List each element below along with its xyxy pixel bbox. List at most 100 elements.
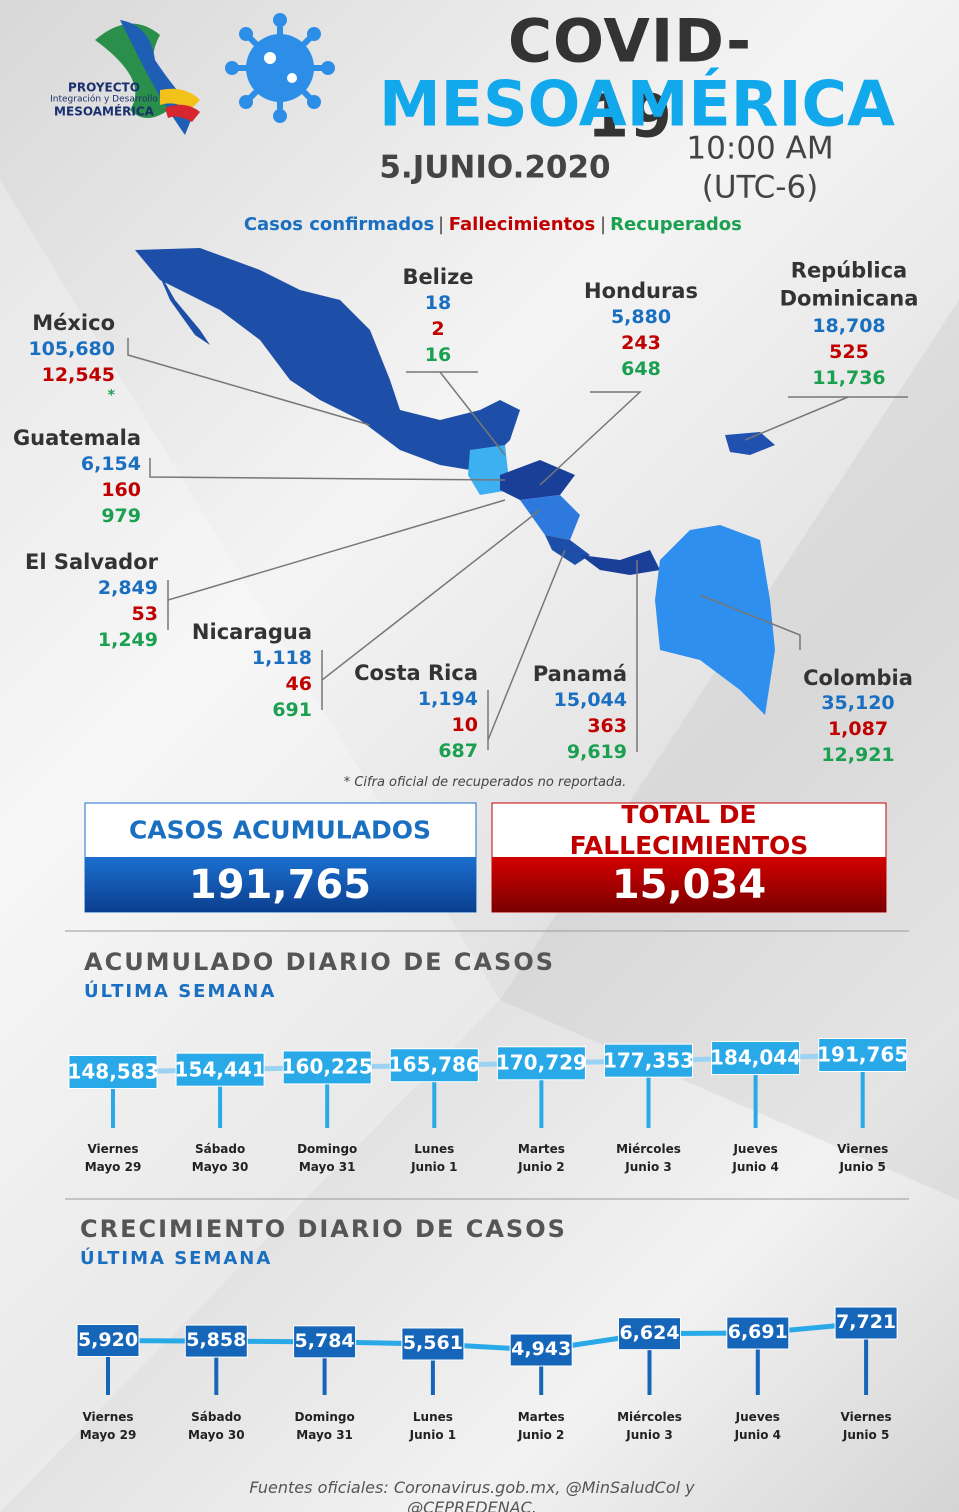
point-box — [509, 1333, 573, 1367]
x-label: Jueves Junio 4 — [734, 1410, 782, 1442]
x-label: Sábado Mayo 30 — [187, 1410, 245, 1442]
x-label: Martes Junio 2 — [517, 1142, 565, 1174]
country-name: Guatemala — [12, 425, 141, 450]
deaths: 2 — [431, 318, 445, 341]
value-label: 184,044 — [710, 1045, 802, 1070]
chart-title: ACUMULADO DIARIO DE CASOS — [84, 948, 556, 976]
country-name: Colombia — [803, 665, 913, 690]
confirmed: 105,680 — [28, 338, 115, 361]
point-box — [618, 1317, 681, 1351]
point-box — [496, 1046, 586, 1081]
point-box — [834, 1306, 898, 1340]
country-name: Honduras — [584, 278, 698, 303]
map-honduras — [500, 460, 575, 500]
value-label: 6,624 — [619, 1321, 680, 1344]
legend-separator: | — [437, 213, 445, 235]
x-label: Jueves Junio 4 — [732, 1142, 779, 1174]
recovered: 648 — [621, 358, 661, 381]
confirmed: 2,849 — [97, 577, 158, 600]
country-name: República Dominicana — [779, 258, 919, 311]
map-mexico — [135, 248, 520, 470]
deaths: 160 — [101, 479, 141, 502]
logo-shape — [160, 88, 200, 110]
chart-subtitle: ÚLTIMA SEMANA — [80, 1247, 273, 1269]
country-name: Belize — [402, 264, 474, 289]
point-box — [711, 1041, 801, 1076]
legend-separator: | — [599, 213, 607, 235]
value-label: 191,765 — [817, 1042, 909, 1067]
subtitle: MESOAMÉRICA — [378, 67, 896, 141]
deaths: 243 — [621, 332, 661, 355]
x-label: Miércoles Junio 3 — [616, 1142, 681, 1174]
total-label: TOTAL DE FALLECIMIENTOS — [569, 799, 809, 860]
country-name: Nicaragua — [191, 619, 312, 644]
value-label: 165,786 — [388, 1052, 480, 1077]
x-label: Lunes Junio 1 — [411, 1142, 458, 1174]
confirmed: 1,118 — [251, 647, 312, 670]
value-label: 170,729 — [495, 1050, 587, 1075]
logo-text: Integración y Desarrollo — [50, 94, 158, 105]
value-label: 6,691 — [727, 1321, 788, 1344]
country-name: Panamá — [532, 661, 627, 686]
point-box — [401, 1327, 465, 1361]
deaths: 1,087 — [827, 718, 889, 741]
value-label: 5,784 — [294, 1329, 355, 1352]
map-costa-rica — [545, 535, 590, 565]
point-box — [175, 1052, 265, 1087]
x-label: Martes Junio 2 — [517, 1410, 565, 1442]
bg-shape — [500, 300, 959, 1200]
recovered: 9,619 — [566, 741, 627, 764]
confirmed: 1,194 — [417, 688, 478, 711]
value-label: 148,583 — [67, 1059, 159, 1084]
point-box — [76, 1324, 140, 1358]
x-label: Viernes Junio 5 — [840, 1410, 892, 1442]
leader-lines — [127, 338, 908, 752]
point-box — [604, 1043, 693, 1078]
recovered: 691 — [272, 699, 312, 722]
legend-item: Recuperados — [610, 213, 742, 235]
point-box — [818, 1038, 908, 1072]
point-box — [726, 1316, 790, 1350]
total-value-box — [85, 857, 476, 912]
recovered: 979 — [101, 505, 141, 528]
note: * Cifra oficial de recuperados no report… — [343, 774, 627, 790]
value-label: 4,943 — [511, 1338, 572, 1361]
x-label: Sábado Mayo 30 — [191, 1142, 249, 1174]
confirmed: 18 — [424, 292, 452, 315]
value-label: 177,353 — [602, 1048, 695, 1073]
logo-shape — [165, 104, 200, 122]
map-nicaragua — [520, 495, 580, 540]
recovered: 1,249 — [97, 629, 158, 652]
confirmed: 5,880 — [610, 306, 672, 329]
x-label: Viernes Mayo 29 — [84, 1142, 142, 1174]
deaths: 12,545 — [41, 364, 115, 387]
country-name: México — [32, 310, 115, 335]
x-label: Domingo Mayo 31 — [294, 1410, 355, 1442]
virus-icon — [225, 13, 335, 123]
x-label: Miércoles Junio 3 — [617, 1410, 682, 1442]
chart-subtitle: ÚLTIMA SEMANA — [84, 980, 277, 1002]
value-label: 160,225 — [281, 1054, 373, 1079]
map-baja — [155, 265, 210, 345]
x-label: Domingo Mayo 31 — [297, 1142, 358, 1174]
deaths: 46 — [285, 673, 312, 696]
total-value-box — [492, 857, 886, 912]
map-dominican-republic — [725, 432, 775, 455]
confirmed: 6,154 — [80, 453, 141, 476]
footer: Fuentes oficiales: Coronavirus.gob.mx, @… — [249, 1478, 695, 1512]
recovered: 12,921 — [821, 744, 895, 767]
virus-dot — [287, 73, 297, 83]
confirmed: 35,120 — [821, 692, 895, 715]
confirmed: 18,708 — [812, 315, 886, 338]
title: CASOS COVID-19 — [507, 0, 752, 152]
value-label: 7,721 — [836, 1311, 897, 1334]
recovered: 16 — [424, 344, 452, 367]
x-label: Viernes Mayo 29 — [79, 1410, 137, 1442]
recovered: * — [107, 387, 115, 404]
value-label: 5,920 — [77, 1328, 139, 1351]
value-label: 5,561 — [402, 1332, 463, 1355]
country-name: Costa Rica — [354, 660, 478, 685]
x-label: Viernes Junio 5 — [837, 1142, 889, 1174]
